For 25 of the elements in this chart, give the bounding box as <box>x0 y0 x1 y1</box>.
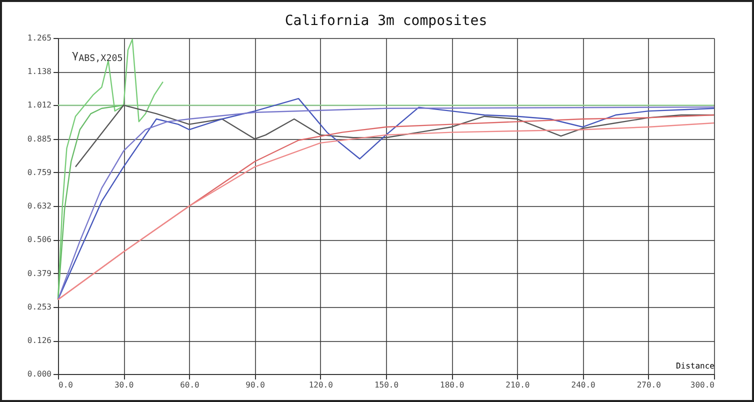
x-tick-label: 270.0 <box>636 380 662 390</box>
y-tick-label: 0.000 <box>27 370 52 378</box>
y-axis-title: γ$_{ABS,X205}$ <box>72 48 123 64</box>
x-tick-label: 90.0 <box>246 380 266 390</box>
x-tick-label: 240.0 <box>571 380 596 390</box>
x-tick-label: 0.0 <box>58 380 74 390</box>
y-tick-label: 0.759 <box>27 168 52 177</box>
y-tick-label: 0.506 <box>27 235 52 244</box>
x-tick-label: 120.0 <box>308 380 334 390</box>
x-tick-label: 30.0 <box>114 380 134 390</box>
x-axis-title: Distance <box>676 362 715 370</box>
x-tick-label: 300.0 <box>690 380 715 390</box>
y-tick-label: 0.253 <box>27 302 52 312</box>
x-tick-label: 150.0 <box>374 380 399 390</box>
x-tick-label: 210.0 <box>506 380 530 390</box>
y-tick-label: 1.265 <box>27 34 52 42</box>
y-tick-label: 0.126 <box>27 336 52 346</box>
y-tick-label: 1.012 <box>27 100 52 110</box>
x-tick-label: 60.0 <box>180 380 200 390</box>
y-tick-label: 1.138 <box>27 67 52 76</box>
y-tick-label: 0.379 <box>27 268 52 278</box>
chart-title: California 3m composites <box>284 13 488 29</box>
x-tick-label: 180.0 <box>440 380 464 390</box>
y-tick-label: 0.885 <box>27 134 52 144</box>
y-tick-label: 0.632 <box>27 202 52 211</box>
